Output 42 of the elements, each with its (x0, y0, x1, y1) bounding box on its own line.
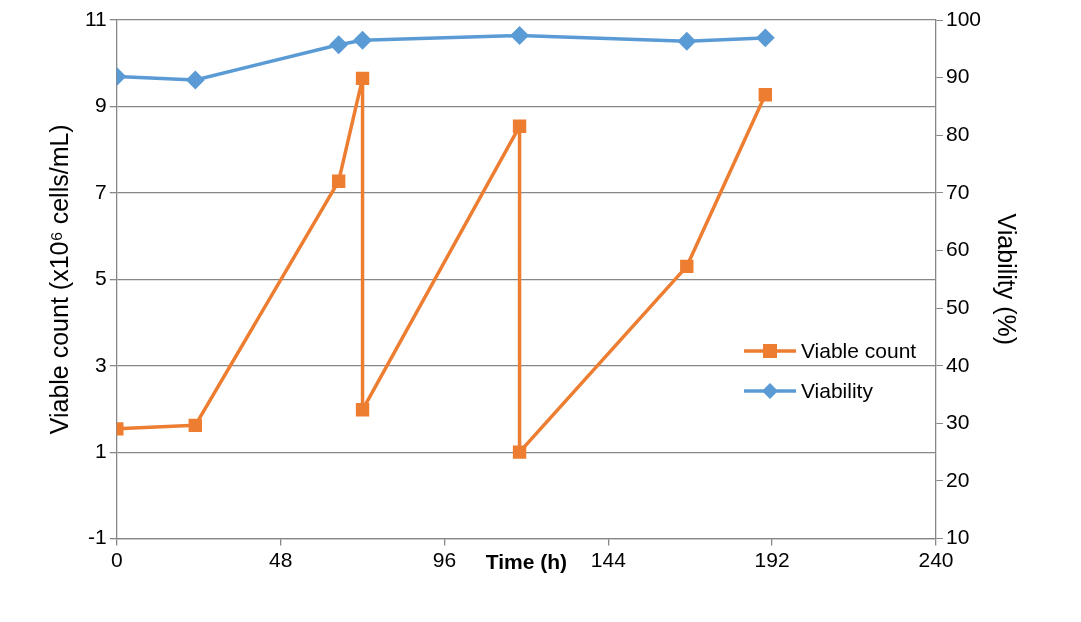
y-tick-label: 11 (84, 6, 107, 30)
point (680, 259, 694, 274)
x-tick-label: 96 (432, 548, 457, 571)
legend-label: Viable count (800, 339, 917, 364)
point (512, 119, 527, 134)
legend-label: Viability (800, 379, 873, 404)
point (355, 71, 370, 86)
y-tick-label: 1 (95, 438, 107, 462)
y2-tick-label: 90 (945, 64, 970, 88)
x-tick-label: 48 (268, 548, 293, 571)
point (186, 71, 205, 89)
point (329, 36, 348, 54)
y-tick-label: 7 (95, 179, 107, 203)
x-tick-label: 192 (754, 548, 790, 571)
y2-tick-label: 20 (945, 467, 970, 491)
y2-tick-label: 80 (945, 122, 970, 146)
point (510, 26, 529, 45)
y-tick-label: 5 (95, 266, 107, 290)
x-tick-label: 240 (918, 548, 954, 571)
point (756, 29, 775, 47)
y2-tick-label: 50 (945, 294, 970, 318)
point (331, 174, 346, 188)
y2-tick-label: 70 (945, 179, 970, 203)
point (758, 88, 772, 102)
point (355, 403, 370, 417)
y-tick-label: 3 (95, 352, 107, 376)
point (512, 445, 527, 459)
y2-tick-label: 60 (945, 237, 970, 261)
point (353, 31, 372, 49)
y-tick-label: 9 (95, 93, 107, 117)
x-tick-label: 0 (110, 548, 123, 571)
y2-tick-label: 40 (945, 352, 970, 376)
y2-axis-title: Viability (%) (993, 213, 1022, 346)
y2-tick-label: 100 (945, 6, 982, 30)
x-axis-title: Time (h) (485, 550, 568, 574)
point (678, 32, 696, 51)
y2-tick-label: 10 (945, 525, 970, 549)
y2-tick-label: 30 (945, 410, 970, 434)
y-axis-title: Viable count (x10⁶ cells/mL) (44, 124, 73, 435)
y-tick-label: -1 (88, 525, 107, 549)
x-tick-label: 144 (590, 548, 627, 571)
point (188, 418, 202, 433)
